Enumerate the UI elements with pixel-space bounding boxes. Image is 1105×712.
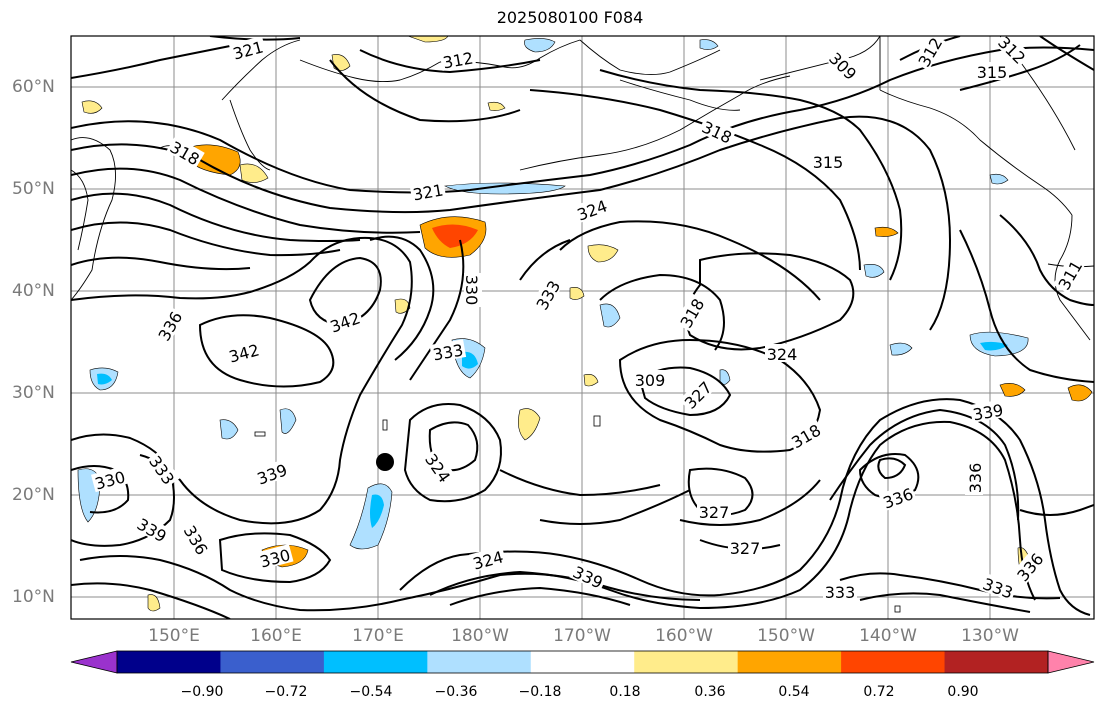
colorbar-segment [737, 651, 842, 673]
lon-label-150e: 150°E [148, 626, 200, 646]
contour-label-background [994, 36, 1032, 68]
contour-label-background [145, 450, 180, 489]
contour-label-background [633, 370, 667, 388]
colorbar-segment [530, 651, 635, 673]
plot-title: 2025080100 F084 [496, 8, 644, 27]
colorbar-extend-high [1047, 650, 1095, 674]
colorbar-segment [117, 651, 221, 673]
colorbar-extend-low [70, 650, 118, 674]
contour-label-background [530, 275, 564, 314]
contour-label-background [152, 306, 186, 345]
colorbar [70, 650, 1095, 674]
contour-label-background [464, 273, 482, 307]
contour-label-background [325, 306, 364, 336]
contour-labels: 321 312 309 3123153183183153093213243363423… [90, 36, 1086, 603]
contour-label-background [975, 62, 1009, 80]
contour-label-background [421, 448, 456, 487]
contour-label-background [166, 135, 205, 169]
typhoon-center-dot [376, 453, 394, 471]
contour-label-background [825, 46, 863, 84]
contour-label: 315 [813, 153, 844, 172]
colorbar-tick-label: −0.36 [434, 684, 478, 700]
contour-label: 324 [767, 345, 798, 364]
contour-label-background [572, 194, 611, 224]
contour-label-background [965, 461, 983, 495]
contour-label-background [765, 344, 799, 362]
colorbar-tick-label: −0.72 [264, 684, 308, 700]
colorbar-segment [944, 651, 1049, 673]
colorbar-tick-label: 0.54 [778, 684, 810, 700]
colorbar-tick-label: 0.18 [609, 684, 641, 700]
contour-label-background [133, 512, 172, 546]
coastlines [71, 36, 1094, 341]
contour-label: 327 [699, 503, 730, 522]
contour-label-background [439, 47, 477, 71]
contour-label-background [823, 582, 857, 600]
contour-label-background [811, 152, 845, 170]
colorbar-tick-label: 0.36 [694, 684, 726, 700]
contour-label-background [728, 538, 762, 556]
contour-label-background [429, 339, 467, 363]
lon-label-160e: 160°E [250, 626, 302, 646]
contour-label-background [698, 115, 737, 147]
colorbar-tick-label: 0.72 [863, 684, 895, 700]
contour-label: 315 [977, 63, 1008, 82]
colorbar-frame [116, 650, 1049, 674]
lat-label-30n: 30°N [12, 383, 55, 403]
map-frame [70, 35, 1095, 620]
colorbar-segment [841, 651, 946, 673]
colorbar-tick-label: −0.54 [349, 684, 393, 700]
contour-label-background [979, 572, 1018, 602]
colorbar-tick-label: −0.18 [518, 684, 562, 700]
lat-label-50n: 50°N [12, 179, 55, 199]
lon-label-160w: 160°W [655, 626, 713, 646]
lon-label-170e: 170°E [352, 626, 404, 646]
colorbar-segment [427, 651, 532, 673]
contour-label-background [409, 179, 447, 203]
lon-label-180w: 180°W [451, 626, 509, 646]
lon-label-170w: 170°W [553, 626, 611, 646]
contour-label: 327 [730, 539, 761, 558]
contour-label-background [786, 418, 825, 452]
contour-label-background [252, 458, 291, 488]
contour-label-background [228, 36, 267, 63]
contour-label-background [697, 502, 731, 520]
contour-label-background [90, 465, 129, 493]
contour-label-background [468, 545, 507, 573]
contour-label-background [674, 293, 708, 332]
lon-label-150w: 150°W [757, 626, 815, 646]
contour-label-background [224, 338, 263, 366]
contour-label-background [180, 520, 214, 559]
contour-label: 330 [462, 275, 481, 306]
colorbar-segment [634, 651, 739, 673]
contour-label-background [678, 375, 716, 413]
contour-label-background [255, 543, 294, 571]
small-islands [254, 415, 901, 613]
contour-label-background [969, 399, 1007, 423]
lat-label-40n: 40°N [12, 281, 55, 301]
lat-label-20n: 20°N [12, 485, 55, 505]
lat-label-60n: 60°N [12, 77, 55, 97]
colorbar-segment [323, 651, 428, 673]
contour-label-background [1011, 547, 1048, 586]
contour-label-background [1052, 255, 1086, 294]
colorbar-tick-label: 0.90 [947, 684, 979, 700]
contour-label: 333 [825, 583, 856, 602]
contour-label-background [878, 482, 917, 512]
lat-label-10n: 10°N [12, 587, 55, 607]
contour-label-background [912, 36, 946, 71]
contour-label: 336 [966, 463, 985, 494]
lon-label-130w: 130°W [961, 626, 1019, 646]
colorbar-segment [220, 651, 325, 673]
lon-label-140w: 140°W [859, 626, 917, 646]
colorbar-tick-label: −0.90 [180, 684, 224, 700]
contour-label: 309 [635, 371, 666, 390]
contour-label-background [569, 560, 608, 592]
